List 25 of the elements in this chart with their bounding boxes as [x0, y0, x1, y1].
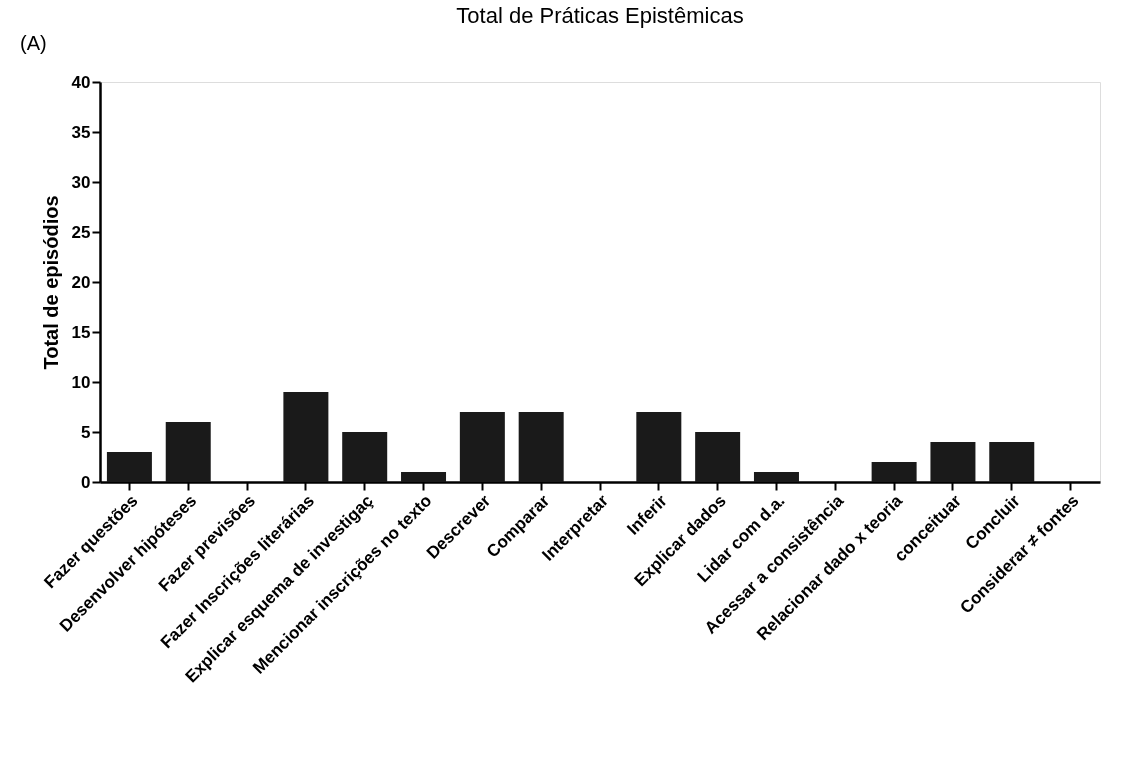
chart-title: Total de Práticas Epistêmicas: [456, 3, 744, 28]
bar: [165, 422, 211, 482]
y-tick-label: 0: [81, 472, 91, 492]
bar: [106, 452, 152, 482]
y-tick-label: 15: [71, 322, 91, 342]
y-tick-label: 10: [71, 372, 91, 392]
y-tick-label: 25: [71, 222, 91, 242]
y-tick-label: 5: [81, 422, 91, 442]
bar: [459, 412, 505, 482]
bar: [753, 472, 799, 482]
bar: [401, 472, 447, 482]
text: (A): [20, 32, 47, 54]
bar: [930, 442, 976, 482]
bar: [342, 432, 388, 482]
bar: [283, 392, 329, 482]
bar: [518, 412, 564, 482]
bar: [695, 432, 741, 482]
y-tick-label: 40: [71, 72, 91, 92]
bar: [871, 462, 917, 482]
y-tick-label: 20: [71, 272, 91, 292]
y-axis-title: Total de episódios: [39, 195, 62, 370]
bar: [636, 412, 682, 482]
y-tick-label: 35: [71, 122, 91, 142]
bar: [989, 442, 1035, 482]
y-tick-label: 30: [71, 172, 91, 192]
